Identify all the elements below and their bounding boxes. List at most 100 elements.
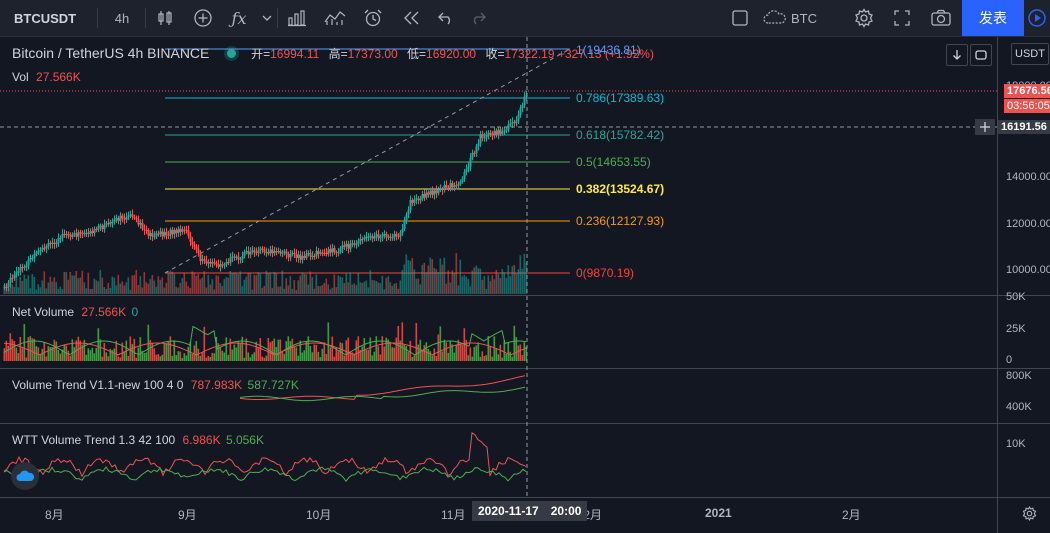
candle-body: [81, 232, 84, 234]
candle-body: [269, 249, 272, 254]
net-volume-bar: [323, 342, 326, 361]
add-compare-button[interactable]: [184, 0, 222, 36]
volume-bar: [243, 279, 246, 294]
volume-bar: [439, 258, 442, 294]
camera-icon: [931, 9, 951, 26]
chart-area[interactable]: Bitcoin / TetherUS 4h BINANCE 开=16994.11…: [0, 37, 1050, 533]
candle-body: [271, 249, 274, 254]
publish-button[interactable]: 发表: [962, 0, 1024, 36]
undo-button[interactable]: [430, 0, 462, 36]
indicators-dropdown[interactable]: [256, 0, 278, 36]
fullscreen-button[interactable]: [888, 6, 916, 30]
candle-body: [517, 114, 520, 121]
candle-body: [181, 229, 184, 232]
candle-body: [449, 183, 452, 189]
axis-settings-button[interactable]: [1018, 504, 1040, 522]
interval-button[interactable]: 4h: [98, 0, 146, 36]
net-volume-bar: [261, 356, 264, 361]
volume-bar: [361, 282, 364, 294]
candle-body: [425, 192, 428, 198]
volume-bar: [235, 272, 238, 294]
net-volume-bar: [313, 344, 316, 361]
volume-bar: [459, 259, 462, 294]
alert-button[interactable]: [354, 0, 392, 36]
volume-bar: [41, 280, 44, 294]
volume-bar: [501, 269, 504, 294]
currency-badge[interactable]: USDT: [1011, 43, 1049, 65]
candle-body: [377, 234, 380, 239]
net-volume-bar: [347, 337, 350, 361]
volume-bar: [263, 285, 266, 294]
candle-body: [395, 234, 398, 237]
candle-body: [67, 234, 70, 236]
indicators-button[interactable]: ƒx: [222, 0, 256, 36]
candle-body: [249, 252, 252, 255]
volume-bar: [101, 277, 104, 294]
snapshot-button[interactable]: [926, 6, 956, 30]
redo-button[interactable]: [462, 0, 494, 36]
candle-body: [159, 231, 162, 235]
net-volume-bar: [103, 343, 106, 361]
candle-body: [35, 252, 38, 254]
candle-body: [53, 242, 56, 244]
net-volume-bar: [299, 340, 302, 361]
net-volume-bar: [185, 355, 188, 361]
candle-body: [381, 234, 384, 237]
candle-body: [89, 231, 92, 234]
candle-body: [161, 231, 164, 237]
maximize-icon: [975, 50, 987, 60]
play-button[interactable]: [1024, 0, 1050, 36]
net-volume-bar: [493, 336, 496, 361]
candle-body: [319, 252, 322, 254]
templates-button[interactable]: [316, 0, 354, 36]
volume-bar: [313, 288, 316, 294]
net-volume-bar: [379, 354, 382, 361]
volume-bar: [519, 255, 522, 294]
net-volume-bar: [419, 339, 422, 361]
net-volume-bar: [507, 342, 510, 361]
volume-bar: [77, 278, 80, 294]
volume-bar: [195, 275, 198, 294]
cloud-icon: [763, 10, 786, 24]
net-volume-bar: [501, 357, 504, 361]
net-volume-bar: [47, 346, 50, 361]
candle-body: [247, 251, 250, 255]
crosshair-plus-button[interactable]: [975, 119, 995, 135]
volume-bar: [269, 272, 272, 294]
candle-body: [447, 187, 450, 189]
candle-body: [187, 230, 190, 237]
net-volume-bar: [373, 351, 376, 361]
settings-button[interactable]: [850, 6, 878, 30]
symbol-search-button[interactable]: BTCUSDT: [0, 0, 98, 36]
replay-button[interactable]: [392, 0, 430, 36]
candle-body: [227, 262, 230, 264]
compare-currency-button[interactable]: BTC: [762, 6, 842, 30]
net-volume-bar: [177, 351, 180, 361]
volume-bar: [349, 272, 352, 294]
net-volume-bar: [421, 350, 424, 361]
candle-body: [117, 218, 120, 221]
scroll-to-end-button[interactable]: [946, 44, 968, 66]
net-volume-bar: [67, 350, 70, 361]
net-volume-bar: [273, 338, 276, 361]
net-volume-bar: [403, 344, 406, 361]
net-volume-bar: [199, 355, 202, 361]
time-label-aug: 8月: [45, 508, 64, 522]
layout-button[interactable]: [727, 6, 753, 30]
volume-bar: [277, 286, 280, 294]
chart-canvas[interactable]: [0, 37, 1050, 533]
candle-body: [401, 228, 404, 233]
net-volume-bar: [317, 351, 320, 361]
maximize-pane-button[interactable]: [970, 44, 992, 66]
chart-type-button[interactable]: [146, 0, 184, 36]
net-volume-bar: [331, 336, 334, 361]
financials-button[interactable]: [278, 0, 316, 36]
volume-bar: [371, 280, 374, 294]
net-volume-bar: [377, 346, 380, 361]
candle-body: [49, 242, 52, 244]
net-volume-bar: [195, 341, 198, 361]
tradingview-logo[interactable]: [11, 462, 39, 490]
volume-bar: [411, 257, 414, 294]
volume-bar: [309, 271, 312, 294]
volume-bar: [217, 275, 220, 294]
